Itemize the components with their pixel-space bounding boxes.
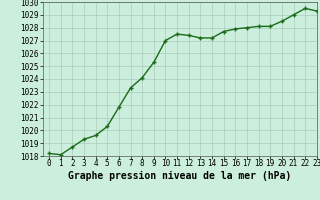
X-axis label: Graphe pression niveau de la mer (hPa): Graphe pression niveau de la mer (hPa) <box>68 171 292 181</box>
